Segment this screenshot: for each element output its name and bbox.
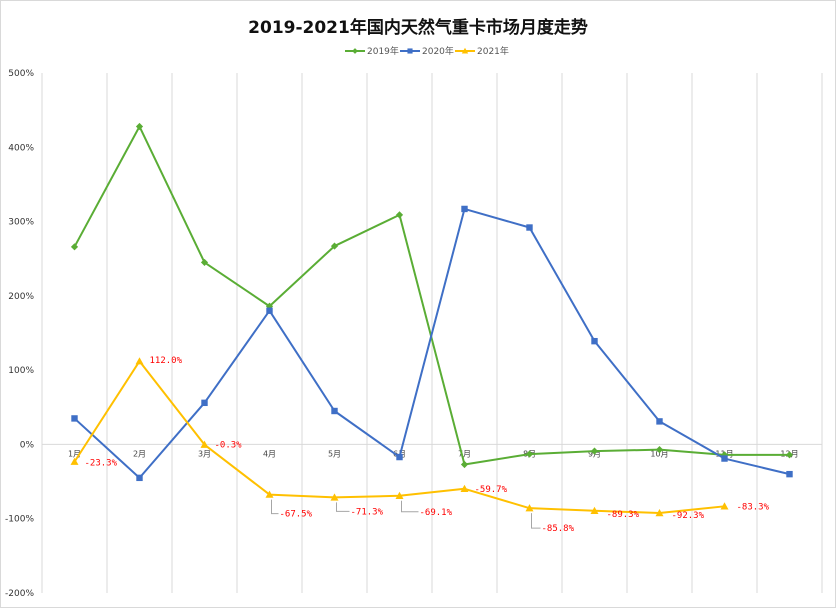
data-point-s3-4 xyxy=(265,490,274,498)
legend-marker-3 xyxy=(461,47,469,54)
data-label: -0.3% xyxy=(215,441,243,451)
data-label: 112.0% xyxy=(150,356,183,366)
data-point-s2-1 xyxy=(71,415,78,422)
data-point-s2-12 xyxy=(786,470,793,478)
data-label: -83.3% xyxy=(737,502,770,512)
legend-label-2: 2020年 xyxy=(422,45,454,57)
series-line-2 xyxy=(73,207,790,479)
data-label: -23.3% xyxy=(85,459,118,469)
data-point-s1-9 xyxy=(590,447,599,455)
data-point-s1-10 xyxy=(655,446,664,454)
y-tick-label: 200% xyxy=(8,292,34,302)
data-point-s2-7 xyxy=(461,205,468,213)
data-point-s2-4 xyxy=(266,307,273,314)
data-point-s1-1 xyxy=(70,243,79,251)
data-point-s1-6 xyxy=(395,211,404,219)
x-tick-label: 2月 xyxy=(133,449,146,458)
x-tick-label: 5月 xyxy=(328,449,341,458)
data-label: -67.5% xyxy=(280,510,313,520)
legend-marker-2 xyxy=(407,48,413,54)
x-tick-label: 10月 xyxy=(650,449,668,458)
data-point-s3-2 xyxy=(135,357,144,365)
data-point-s3-1 xyxy=(70,457,79,465)
y-tick-label: -200% xyxy=(5,589,34,599)
data-point-s2-6 xyxy=(396,453,403,461)
data-point-s3-9 xyxy=(590,506,599,514)
y-tick-label: 0% xyxy=(20,440,35,450)
y-tick-label: 300% xyxy=(8,218,34,228)
data-label: -85.8% xyxy=(542,524,575,534)
data-point-s3-3 xyxy=(200,440,209,448)
data-point-s1-3 xyxy=(200,258,209,267)
data-point-s2-9 xyxy=(591,337,598,345)
data-point-s1-7 xyxy=(460,460,469,469)
data-point-s1-2 xyxy=(135,122,144,131)
x-tick-label: 4月 xyxy=(263,449,276,458)
data-label: -59.7% xyxy=(475,485,508,495)
data-point-s3-10 xyxy=(655,508,664,517)
data-label: -71.3% xyxy=(351,507,384,517)
y-tick-label: 400% xyxy=(8,143,34,153)
data-point-s2-3 xyxy=(201,399,208,407)
data-label-leader xyxy=(531,513,541,529)
data-label-leader xyxy=(401,500,419,513)
data-point-s1-12 xyxy=(785,451,794,459)
y-tick-label: 500% xyxy=(8,69,34,79)
data-point-s2-11 xyxy=(721,455,728,462)
series-line-1 xyxy=(73,125,790,466)
x-tick-label: 3月 xyxy=(198,449,211,458)
data-point-s3-5 xyxy=(330,493,339,501)
data-label: -69.1% xyxy=(420,508,453,518)
legend-marker-1 xyxy=(352,48,358,54)
data-point-s2-2 xyxy=(136,474,143,482)
data-label: -89.3% xyxy=(607,510,640,520)
legend-label-1: 2019年 xyxy=(367,45,399,57)
x-tick-label: 1月 xyxy=(68,449,81,458)
data-label-leader xyxy=(271,499,279,515)
legend-label-3: 2021年 xyxy=(477,45,509,57)
data-point-s2-5 xyxy=(331,407,338,415)
data-point-s3-8 xyxy=(525,504,534,512)
y-tick-label: 100% xyxy=(8,366,34,376)
data-point-s2-10 xyxy=(656,418,663,425)
chart-title: 2019-2021年国内天然气重卡市场月度走势 xyxy=(248,17,588,38)
data-point-s3-11 xyxy=(720,502,729,510)
data-point-s2-8 xyxy=(526,224,533,231)
y-tick-label: -100% xyxy=(5,515,34,525)
data-point-s1-8 xyxy=(525,450,534,458)
data-point-s3-6 xyxy=(395,491,404,499)
x-tick-label: 7月 xyxy=(458,449,471,458)
data-point-s3-7 xyxy=(460,484,469,492)
data-point-s1-5 xyxy=(330,242,339,250)
data-label: -92.3% xyxy=(672,511,705,521)
data-label-leader xyxy=(336,502,350,512)
